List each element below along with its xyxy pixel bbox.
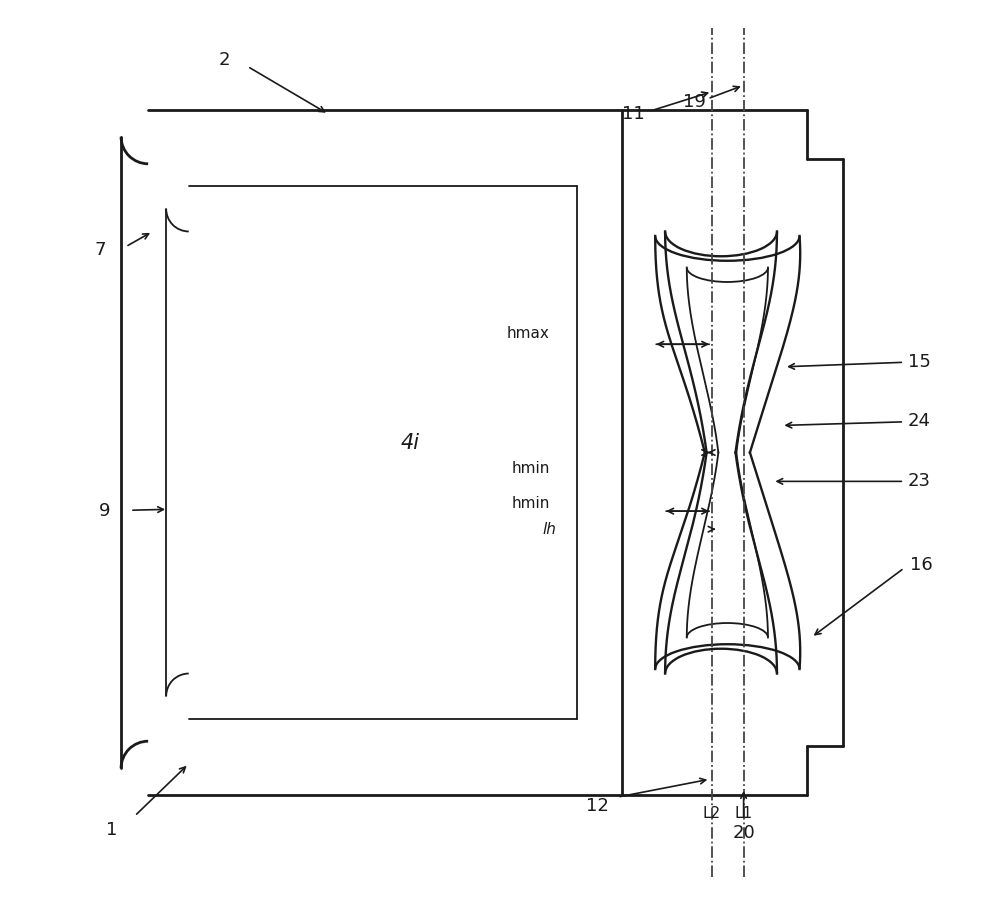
Text: hmin: hmin [511,462,550,476]
Text: 12: 12 [586,797,609,815]
Text: 9: 9 [99,502,111,520]
Text: 4i: 4i [400,433,419,453]
Text: lh: lh [543,521,557,537]
Text: L2: L2 [703,805,721,821]
Text: 2: 2 [219,51,231,69]
Text: 16: 16 [910,557,933,575]
Text: 1: 1 [106,821,118,839]
Text: 24: 24 [908,412,931,430]
Text: hmax: hmax [507,326,550,341]
Text: 23: 23 [908,472,931,491]
Text: 11: 11 [622,105,645,123]
Text: 19: 19 [683,93,705,111]
Text: 7: 7 [95,241,106,259]
Text: L1: L1 [735,805,753,821]
Text: hmin: hmin [511,497,550,511]
Text: 15: 15 [908,353,931,371]
Text: 20: 20 [732,824,755,843]
